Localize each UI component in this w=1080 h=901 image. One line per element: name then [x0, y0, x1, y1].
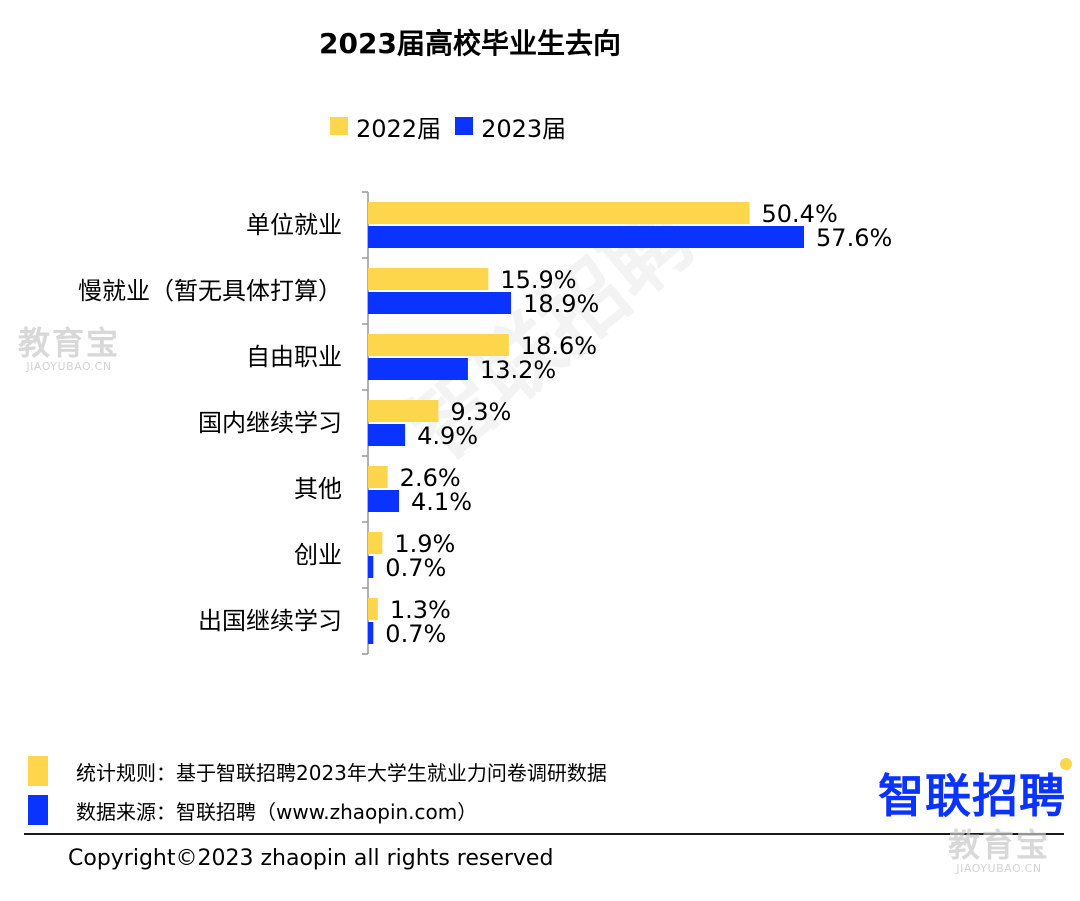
data-label-2022: 15.9%: [500, 266, 576, 294]
category-label: 国内继续学习: [198, 409, 342, 437]
legend-label-2023: 2023届: [481, 114, 567, 143]
legend-label-2022: 2022届: [356, 114, 442, 143]
data-label-2022: 50.4%: [762, 200, 838, 228]
bar-2022: [368, 532, 383, 554]
footnote-rule-marker: [28, 756, 48, 786]
bar-2022: [368, 466, 388, 488]
legend: 2022届 2023届: [330, 108, 580, 144]
bar-2023: [368, 490, 400, 512]
chart-title: 2023届高校毕业生去向: [319, 27, 621, 60]
bar-2023: [368, 226, 805, 248]
footnote-rule: 统计规则：基于智联招聘2023年大学生就业力问卷调研数据: [28, 756, 607, 786]
category-label: 创业: [294, 541, 342, 569]
legend-item-2023: 2023届: [455, 109, 566, 144]
zhaopin-logo: 智联招聘: [878, 758, 1072, 826]
legend-item-2022: 2022届: [330, 109, 441, 144]
data-label-2023: 4.1%: [411, 488, 472, 516]
category-label: 单位就业: [246, 211, 342, 239]
bar-2023: [368, 358, 468, 380]
data-label-2023: 13.2%: [480, 356, 556, 384]
bar-2023: [368, 292, 512, 314]
bar-2023: [368, 622, 374, 644]
bar-2022: [368, 598, 378, 620]
zhaopin-logo-text: 智联招聘: [878, 769, 1066, 823]
logo-dot-icon: [1060, 758, 1072, 770]
footnote-source-text: 数据来源：智联招聘（www.zhaopin.com）: [76, 799, 478, 824]
data-label-2023: 57.6%: [816, 224, 892, 252]
data-label-2023: 4.9%: [417, 422, 478, 450]
category-label: 其他: [294, 475, 342, 503]
data-label-2023: 18.9%: [523, 290, 599, 318]
bar-2022: [368, 268, 489, 290]
data-label-2023: 0.7%: [385, 554, 446, 582]
data-label-2022: 18.6%: [521, 332, 597, 360]
copyright-text: Copyright©2023 zhaopin all rights reserv…: [68, 846, 554, 871]
category-label: 出国继续学习: [198, 607, 342, 635]
data-label-2022: 9.3%: [450, 398, 511, 426]
footer-divider: [24, 833, 1064, 835]
legend-swatch-2023: [455, 117, 474, 135]
footnote-source: 数据来源：智联招聘（www.zhaopin.com）: [28, 795, 477, 825]
footnote-rule-text: 统计规则：基于智联招聘2023年大学生就业力问卷调研数据: [76, 760, 607, 785]
data-label-2022: 1.3%: [390, 596, 451, 624]
legend-swatch-2022: [330, 117, 348, 135]
category-label: 慢就业（暂无具体打算）: [78, 277, 342, 305]
data-label-2022: 2.6%: [400, 464, 461, 492]
data-label-2023: 0.7%: [385, 620, 446, 648]
bar-2023: [368, 556, 374, 578]
footnote-source-marker: [28, 795, 48, 825]
bar-2022: [368, 334, 509, 356]
category-label: 自由职业: [246, 343, 342, 371]
bar-2023: [368, 424, 406, 446]
bar-2022: [368, 202, 750, 224]
data-label-2022: 1.9%: [394, 530, 455, 558]
bar-2022: [368, 400, 439, 422]
